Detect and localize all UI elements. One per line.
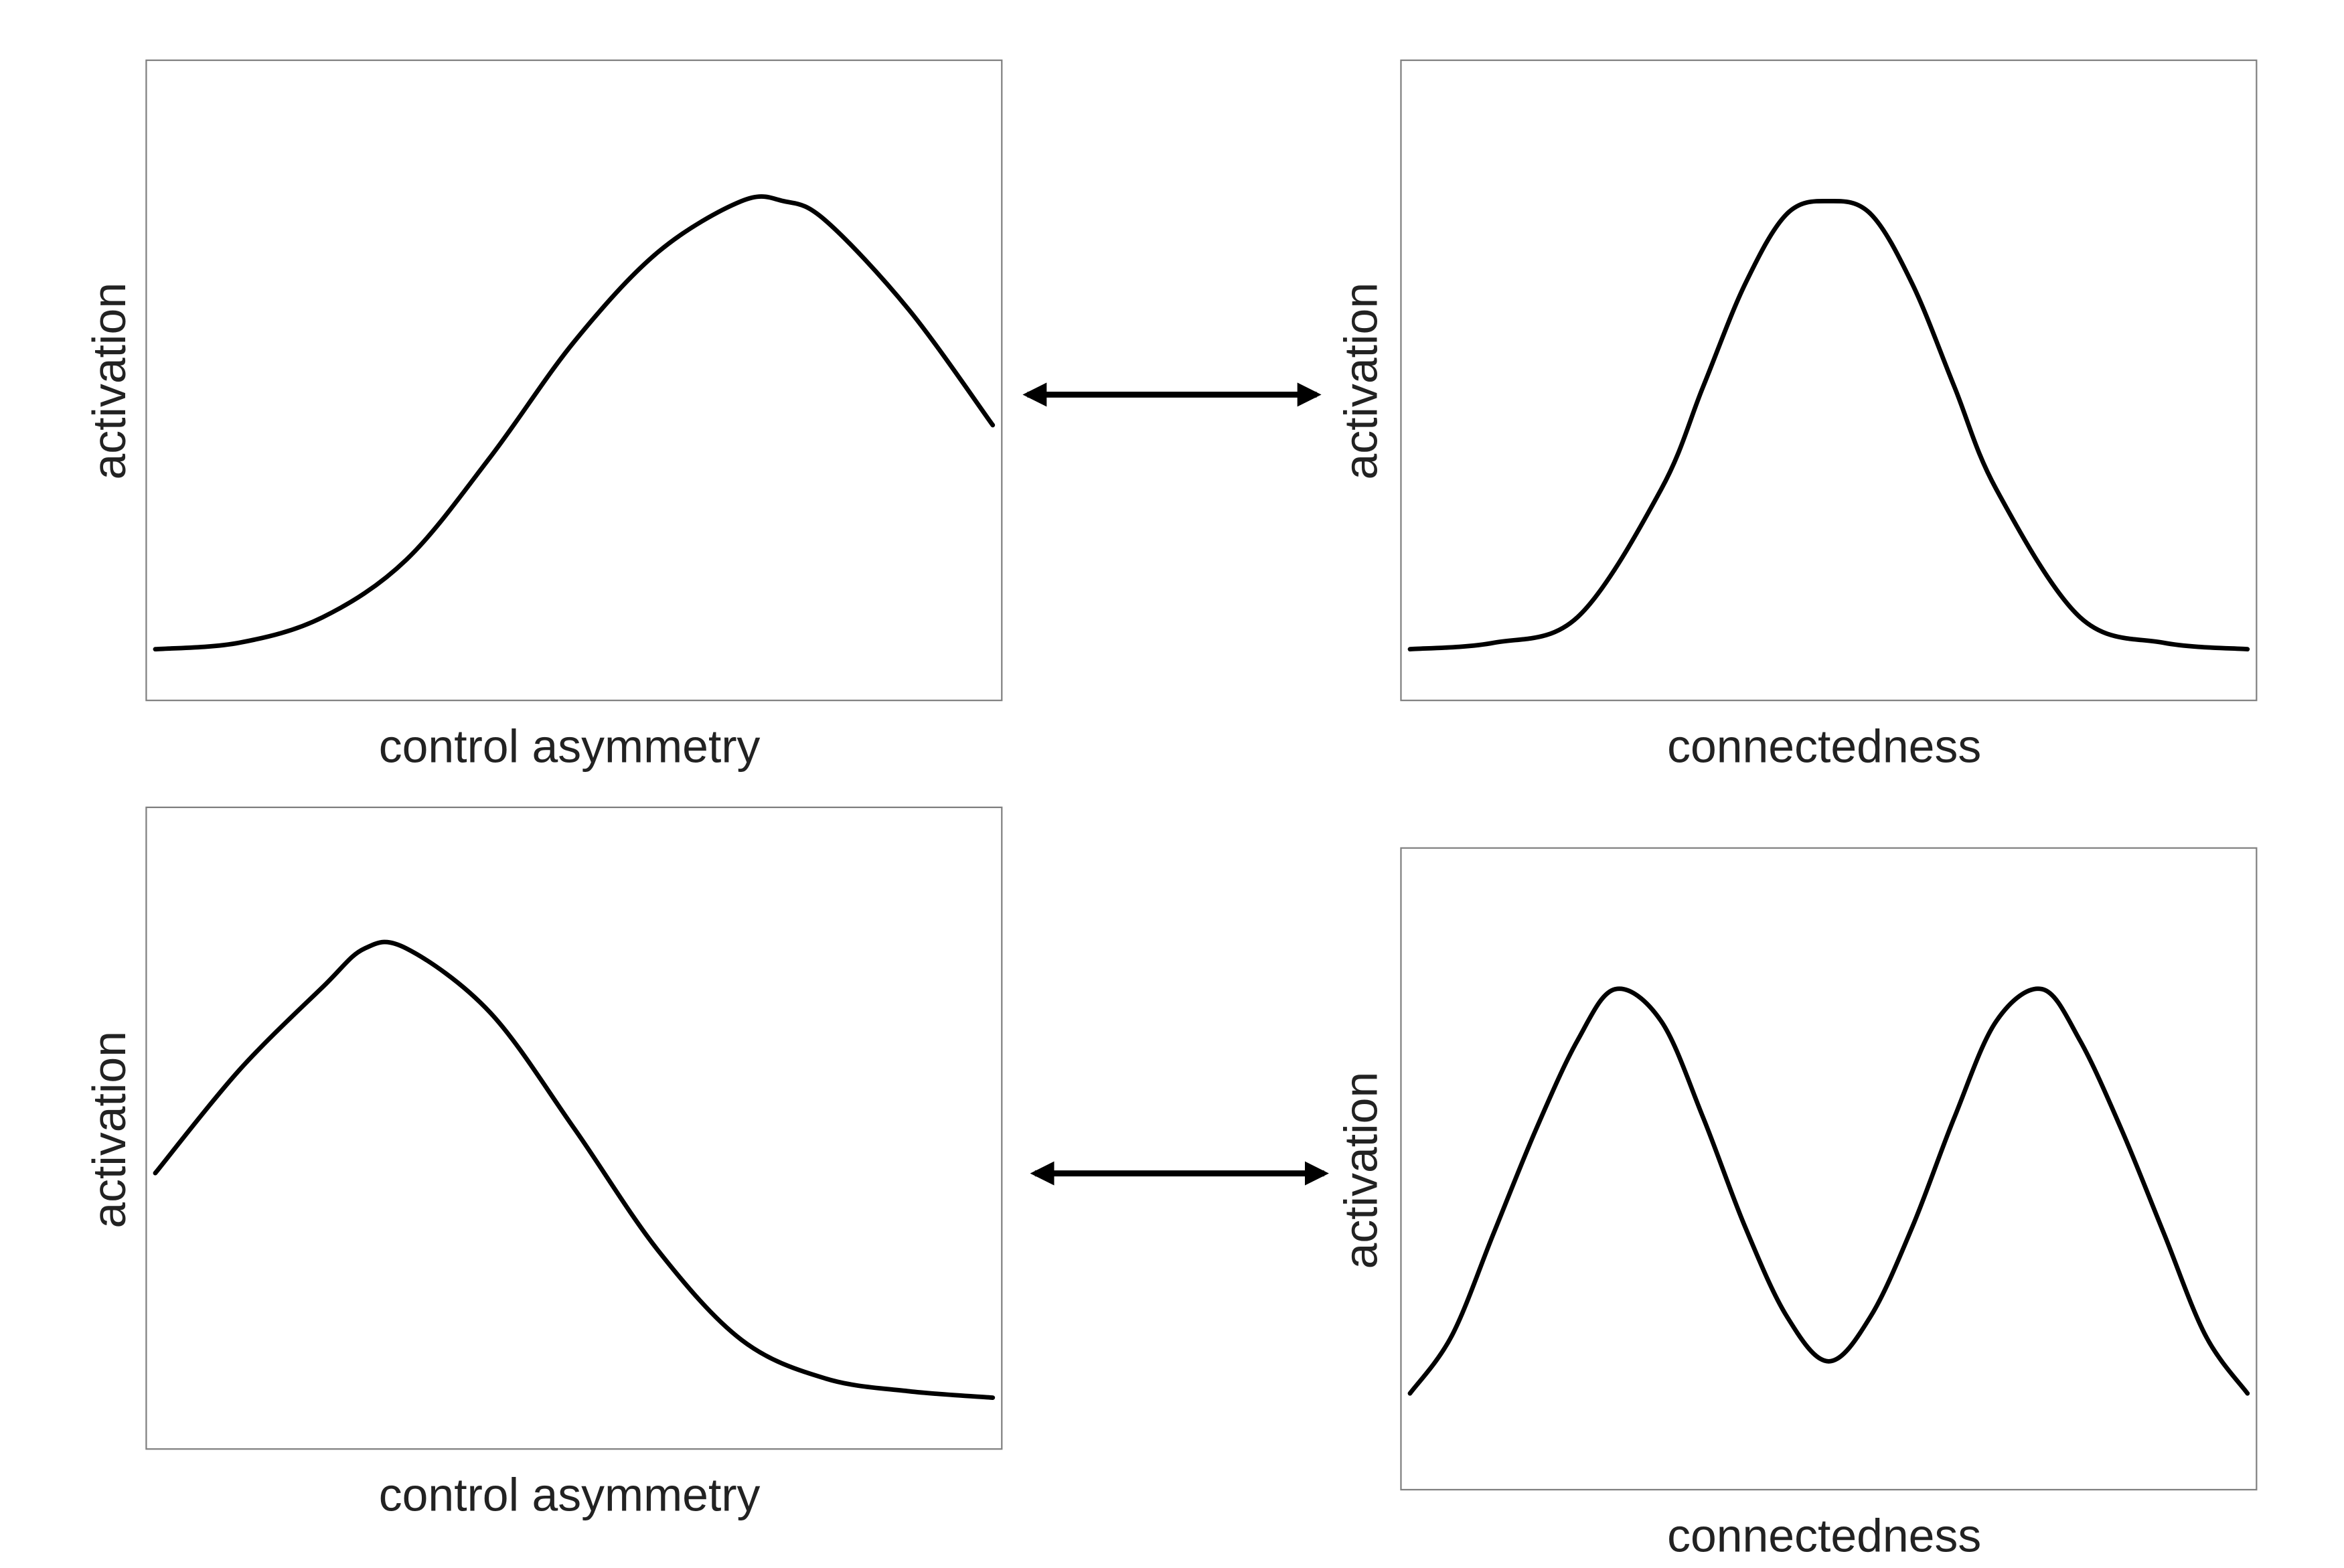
x-axis-label: connectedness bbox=[1667, 1509, 1981, 1561]
y-axis-label: activation bbox=[83, 1031, 135, 1229]
plot-frame bbox=[1400, 59, 2258, 702]
panel-1: control asymmetry activation bbox=[83, 59, 1003, 772]
x-axis-label: connectedness bbox=[1667, 720, 1981, 772]
x-axis-label: control asymmetry bbox=[379, 1469, 761, 1521]
y-axis-label: activation bbox=[1334, 283, 1387, 480]
activation-curve bbox=[1407, 198, 2250, 652]
activation-curve bbox=[1407, 986, 2250, 1396]
activation-curve bbox=[153, 939, 996, 1400]
panel-3: control asymmetry activation bbox=[83, 806, 1003, 1521]
panel-2: connectedness activation bbox=[1334, 59, 2258, 772]
x-axis-label: control asymmetry bbox=[379, 720, 761, 772]
plot-frame bbox=[1400, 847, 2258, 1491]
y-axis-label: activation bbox=[1334, 1072, 1387, 1269]
activation-curve bbox=[153, 194, 996, 652]
y-axis-label: activation bbox=[83, 283, 135, 480]
plot-frame bbox=[145, 59, 1003, 702]
plot-frame bbox=[145, 806, 1003, 1450]
panel-4: connectedness activation bbox=[1334, 847, 2258, 1561]
